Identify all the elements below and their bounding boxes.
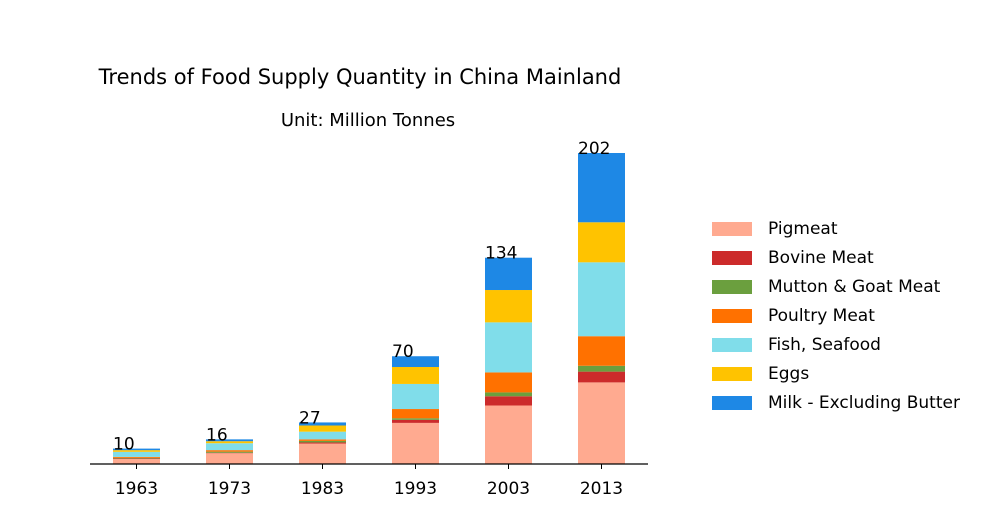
bar-segment-1973-6: [206, 439, 253, 442]
legend-swatch: [712, 308, 752, 323]
legend-item: Eggs: [712, 359, 960, 388]
bar-segment-1973-5: [206, 441, 253, 444]
bar-segment-1973-3: [206, 450, 253, 452]
legend: Pigmeat Bovine Meat Mutton & Goat Meat Poul…: [712, 214, 960, 417]
bar-segment-1963-4: [113, 451, 160, 457]
total-labels-group: 10 16 27 70 134 202: [113, 139, 610, 455]
x-tick-label-1983: 1983: [301, 479, 344, 499]
x-tick-label-1993: 1993: [394, 479, 437, 499]
total-label-2013: 202: [578, 139, 610, 159]
bar-segment-2003-6: [485, 257, 532, 291]
legend-item: Fish, Seafood: [712, 330, 960, 359]
legend-swatch: [712, 337, 752, 352]
bar-segment-2013-3: [578, 336, 625, 366]
bar-segment-1993-0: [392, 422, 439, 464]
bar-segment-2003-0: [485, 405, 532, 464]
legend-item: Pigmeat: [712, 214, 960, 243]
legend-item: Milk - Excluding Butter: [712, 388, 960, 417]
x-ticks-group: 1963 1973 1983 1993 2003 2013: [115, 464, 623, 499]
legend-label: Eggs: [768, 363, 810, 384]
total-label-1983: 27: [299, 408, 321, 428]
bar-segment-2013-2: [578, 365, 625, 372]
x-tick-label-1963: 1963: [115, 479, 158, 499]
bars-group: [113, 153, 625, 464]
bar-segment-1993-6: [392, 356, 439, 368]
bar-segment-1983-1: [299, 442, 346, 444]
bar-segment-1983-0: [299, 443, 346, 464]
legend-label: Pigmeat: [768, 218, 838, 239]
legend-label: Mutton & Goat Meat: [768, 276, 941, 297]
legend-label: Poultry Meat: [768, 305, 875, 326]
legend-item: Poultry Meat: [712, 301, 960, 330]
bar-segment-2003-1: [485, 396, 532, 406]
bar-segment-1973-4: [206, 443, 253, 451]
bar-segment-1963-6: [113, 448, 160, 451]
bar-segment-1983-2: [299, 440, 346, 443]
bar-segment-1993-1: [392, 419, 439, 423]
legend-label: Milk - Excluding Butter: [768, 392, 960, 413]
bar-segment-1993-5: [392, 367, 439, 384]
bar-segment-1983-3: [299, 439, 346, 441]
total-label-1963: 10: [113, 435, 135, 455]
legend-item: Mutton & Goat Meat: [712, 272, 960, 301]
x-tick-label-1973: 1973: [208, 479, 251, 499]
legend-item: Bovine Meat: [712, 243, 960, 272]
x-tick-label-2003: 2003: [487, 479, 530, 499]
bar-segment-1983-5: [299, 425, 346, 432]
bar-segment-1983-4: [299, 431, 346, 440]
bar-segment-1973-2: [206, 451, 253, 453]
bar-segment-1963-2: [113, 457, 160, 459]
bar-segment-2013-6: [578, 153, 625, 223]
bar-segment-2013-0: [578, 382, 625, 464]
legend-label: Bovine Meat: [768, 247, 874, 268]
total-label-1973: 16: [206, 425, 228, 445]
bar-segment-1993-4: [392, 383, 439, 410]
legend-swatch: [712, 279, 752, 294]
bar-segment-1983-6: [299, 422, 346, 426]
bar-segment-1963-3: [113, 456, 160, 458]
bar-segment-2003-5: [485, 290, 532, 323]
bar-segment-2013-4: [578, 262, 625, 337]
bar-segment-2013-5: [578, 222, 625, 263]
total-label-1993: 70: [392, 342, 414, 362]
bar-segment-2013-1: [578, 371, 625, 383]
chart-subtitle: Unit: Million Tonnes: [281, 110, 455, 131]
legend-label: Fish, Seafood: [768, 334, 881, 355]
bar-segment-1973-0: [206, 453, 253, 464]
bar-segment-1963-0: [113, 458, 160, 464]
bar-segment-2003-4: [485, 322, 532, 373]
bar-segment-1993-3: [392, 409, 439, 419]
legend-swatch: [712, 250, 752, 265]
bar-segment-2003-2: [485, 392, 532, 397]
bar-segment-2003-3: [485, 372, 532, 393]
chart-title: Trends of Food Supply Quantity in China …: [98, 65, 622, 89]
bar-segment-1963-5: [113, 450, 160, 452]
legend-swatch: [712, 366, 752, 381]
legend-swatch: [712, 395, 752, 410]
total-label-2003: 134: [485, 244, 517, 264]
bar-segment-1993-2: [392, 418, 439, 420]
legend-swatch: [712, 221, 752, 236]
x-tick-label-2013: 2013: [580, 479, 623, 499]
